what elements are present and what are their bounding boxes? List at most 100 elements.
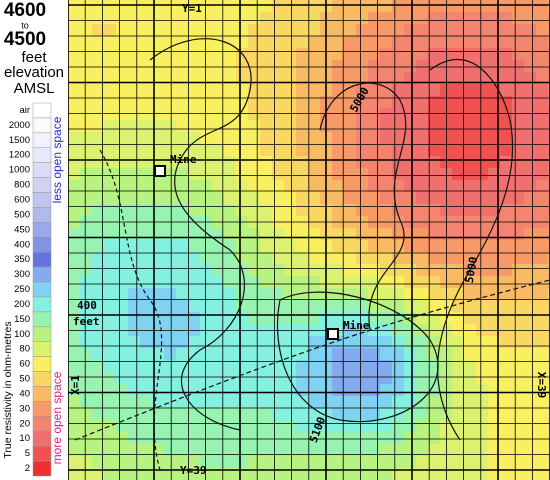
map-cell	[536, 192, 549, 205]
map-cell	[188, 84, 201, 97]
map-cell	[80, 96, 93, 109]
map-cell	[344, 468, 357, 480]
map-cell	[464, 120, 477, 133]
map-cell	[80, 108, 93, 121]
map-cell	[128, 36, 141, 49]
map-cell	[212, 468, 225, 480]
map-cell	[332, 204, 345, 217]
map-cell	[536, 144, 549, 157]
map-cell	[128, 396, 141, 409]
map-cell	[416, 252, 429, 265]
map-cell	[116, 156, 129, 169]
map-cell	[140, 408, 153, 421]
map-cell	[380, 420, 393, 433]
map-cell	[68, 300, 81, 313]
map-cell	[284, 252, 297, 265]
map-cell	[128, 168, 141, 181]
map-cell	[536, 264, 549, 277]
map-cell	[428, 120, 441, 133]
map-cell	[128, 0, 141, 13]
map-cell	[80, 264, 93, 277]
map-cell	[308, 108, 321, 121]
map-cell	[92, 384, 105, 397]
map-cell	[224, 300, 237, 313]
map-cell	[212, 204, 225, 217]
map-cell	[140, 156, 153, 169]
map-cell	[296, 120, 309, 133]
map-cell	[68, 72, 81, 85]
map-cell	[104, 132, 117, 145]
map-cell	[536, 360, 549, 373]
map-cell	[332, 252, 345, 265]
map-cell	[188, 408, 201, 421]
map-cell	[212, 72, 225, 85]
map-cell	[500, 192, 513, 205]
map-cell	[428, 60, 441, 73]
map-cell	[176, 96, 189, 109]
map-cell	[548, 384, 550, 397]
map-cell	[80, 396, 93, 409]
map-cell	[68, 192, 81, 205]
legend-label: 30	[19, 403, 30, 414]
map-cell	[224, 168, 237, 181]
map-cell	[116, 72, 129, 85]
map-cell	[500, 456, 513, 469]
map-cell	[332, 132, 345, 145]
map-cell	[308, 456, 321, 469]
map-cell	[536, 204, 549, 217]
map-cell	[104, 36, 117, 49]
map-cell	[500, 72, 513, 85]
map-cell	[128, 264, 141, 277]
map-cell	[548, 456, 550, 469]
map-cell	[224, 180, 237, 193]
map-cell	[212, 360, 225, 373]
map-cell	[116, 360, 129, 373]
map-cell	[92, 336, 105, 349]
map-cell	[512, 192, 525, 205]
map-cell	[140, 420, 153, 433]
map-cell	[164, 24, 177, 37]
map-cell	[212, 240, 225, 253]
map-cell	[260, 24, 273, 37]
map-cell	[200, 132, 213, 145]
map-cell	[188, 312, 201, 325]
map-cell	[536, 228, 549, 241]
map-cell	[416, 12, 429, 25]
map-cell	[368, 48, 381, 61]
map-cell	[272, 408, 285, 421]
legend-label: 800	[14, 180, 30, 191]
map-cell	[224, 0, 237, 13]
map-cell	[344, 168, 357, 181]
map-cell	[68, 228, 81, 241]
map-cell	[404, 168, 417, 181]
map-cell	[188, 60, 201, 73]
map-cell	[140, 264, 153, 277]
legend-swatch	[32, 237, 52, 253]
map-cell	[500, 276, 513, 289]
map-cell	[428, 276, 441, 289]
map-cell	[188, 468, 201, 480]
map-cell	[176, 288, 189, 301]
elevation-top: 4600	[4, 0, 46, 21]
map-cell	[296, 276, 309, 289]
map-cell	[380, 468, 393, 480]
map-cell	[140, 456, 153, 469]
map-cell	[332, 84, 345, 97]
map-cell	[140, 228, 153, 241]
map-cell	[104, 168, 117, 181]
map-cell	[68, 252, 81, 265]
map-cell	[248, 420, 261, 433]
map-cell	[80, 456, 93, 469]
map-cell	[344, 384, 357, 397]
map-cell	[80, 168, 93, 181]
map-cell	[164, 96, 177, 109]
legend-label: 1200	[9, 150, 30, 161]
map-cell	[140, 276, 153, 289]
map-cell	[116, 408, 129, 421]
map-cell	[392, 84, 405, 97]
map-cell	[332, 156, 345, 169]
map-cell	[416, 36, 429, 49]
map-cell	[524, 192, 537, 205]
map-cell	[380, 372, 393, 385]
map-cell	[464, 48, 477, 61]
